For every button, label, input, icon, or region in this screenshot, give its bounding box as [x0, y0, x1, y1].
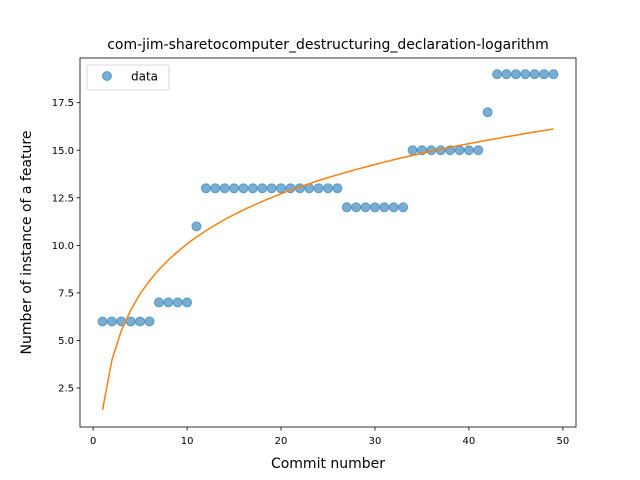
chart-title: com-jim-sharetocomputer_destructuring_de… — [107, 37, 549, 53]
data-point — [107, 317, 116, 326]
data-point — [258, 184, 267, 193]
data-point — [493, 70, 502, 79]
x-tick-label: 40 — [463, 436, 476, 447]
data-point — [521, 70, 530, 79]
data-point — [230, 184, 239, 193]
data-point — [483, 108, 492, 117]
data-point — [474, 146, 483, 155]
x-tick-label: 50 — [556, 436, 569, 447]
x-axis-label: Commit number — [271, 456, 385, 472]
legend-marker-data — [103, 72, 112, 81]
data-point — [314, 184, 323, 193]
y-tick-label: 2.5 — [58, 384, 74, 395]
data-point — [164, 298, 173, 307]
data-point — [464, 146, 473, 155]
legend: data — [87, 65, 169, 90]
data-point — [455, 146, 464, 155]
data-point — [380, 203, 389, 212]
y-tick-label: 17.5 — [52, 98, 74, 109]
y-tick-label: 15.0 — [52, 146, 74, 157]
y-tick-label: 7.5 — [58, 288, 74, 299]
x-tick-label: 20 — [275, 436, 288, 447]
y-axis-label: Number of instance of a feature — [19, 131, 35, 355]
x-tick-label: 10 — [181, 436, 194, 447]
data-point — [511, 70, 520, 79]
data-point — [173, 298, 182, 307]
data-point — [154, 298, 163, 307]
x-tick-label: 30 — [369, 436, 382, 447]
data-point — [220, 184, 229, 193]
data-point — [183, 298, 192, 307]
data-point — [399, 203, 408, 212]
data-point — [408, 146, 417, 155]
data-point — [333, 184, 342, 193]
data-point — [370, 203, 379, 212]
y-tick-label: 12.5 — [52, 193, 74, 204]
data-point — [502, 70, 511, 79]
y-tick-label: 10.0 — [52, 241, 74, 252]
data-point — [389, 203, 398, 212]
data-point — [239, 184, 248, 193]
data-point — [342, 203, 351, 212]
data-point — [201, 184, 210, 193]
data-point — [352, 203, 361, 212]
data-point — [267, 184, 276, 193]
data-point — [530, 70, 539, 79]
x-tick-label: 0 — [90, 436, 96, 447]
data-point — [248, 184, 257, 193]
data-point — [98, 317, 107, 326]
data-point — [145, 317, 154, 326]
data-point — [549, 70, 558, 79]
data-point — [192, 222, 201, 231]
data-point — [211, 184, 220, 193]
legend-label-data: data — [131, 70, 158, 84]
data-point — [277, 184, 286, 193]
data-point — [324, 184, 333, 193]
data-point — [136, 317, 145, 326]
data-point — [361, 203, 370, 212]
y-tick-label: 5.0 — [58, 336, 74, 347]
data-point — [540, 70, 549, 79]
